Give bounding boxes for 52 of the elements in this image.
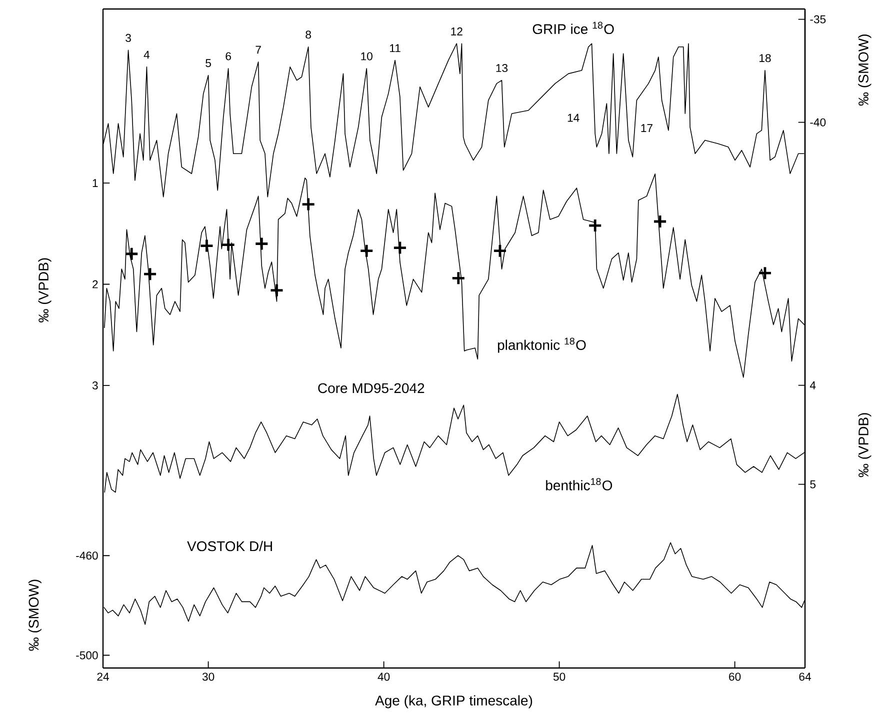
annotation: 10 bbox=[361, 52, 372, 60]
point bbox=[221, 238, 236, 252]
point bbox=[392, 240, 408, 255]
x-tick-label: 64 bbox=[799, 672, 811, 681]
y2-tick-label: 3 bbox=[92, 381, 98, 390]
point bbox=[301, 197, 316, 212]
y2-tick-label: 1 bbox=[92, 179, 98, 187]
y-tick-label: -40 bbox=[810, 118, 826, 126]
series-label: planktonic $^{18}$O bbox=[498, 338, 586, 353]
point bbox=[142, 266, 158, 282]
x-tick-label: 24 bbox=[97, 672, 109, 681]
annotation: 12 bbox=[451, 27, 462, 36]
point bbox=[588, 218, 602, 233]
y3-tick-label: 4 bbox=[810, 381, 816, 390]
annotation: 3 bbox=[126, 34, 131, 42]
y2-tick-label: 2 bbox=[92, 280, 98, 288]
annotation: 13 bbox=[496, 64, 508, 72]
text: benthic$^{18}$O bbox=[546, 478, 612, 490]
y3-axis-title: ‰ (VPDB) bbox=[858, 413, 872, 478]
x-tick-label: 60 bbox=[729, 672, 741, 681]
y3-tick-label: 5 bbox=[810, 480, 816, 488]
point bbox=[758, 266, 772, 280]
annotation: 5 bbox=[206, 59, 211, 68]
x-tick-label: 30 bbox=[202, 672, 214, 681]
annotation: 7 bbox=[256, 46, 261, 54]
point bbox=[270, 283, 284, 298]
annotation: Core MD95-2042 bbox=[318, 383, 424, 394]
y-tick-label: -460 bbox=[76, 552, 98, 560]
x-axis-title: Age (ka, GRIP timescale) bbox=[375, 695, 532, 708]
text: VOSTOK D/H bbox=[187, 540, 272, 552]
point bbox=[359, 244, 374, 258]
y-tick-label: -35 bbox=[810, 15, 826, 24]
annotation: 8 bbox=[306, 30, 311, 39]
point bbox=[492, 244, 508, 258]
annotation: 18 bbox=[760, 54, 771, 62]
y-axis-title: ‰ (SMOW) bbox=[858, 34, 872, 106]
point bbox=[254, 236, 269, 251]
annotation: 11 bbox=[390, 44, 400, 52]
y-axis-title: ‰ (SMOW) bbox=[28, 580, 42, 651]
annotation: 6 bbox=[226, 52, 231, 60]
annotation: 4 bbox=[144, 50, 150, 59]
annotation: 14 bbox=[568, 114, 580, 122]
point bbox=[451, 270, 466, 286]
y-tick-label: -500 bbox=[76, 651, 98, 660]
point bbox=[652, 214, 668, 229]
series-label: GRIP ice $^{18}$O bbox=[532, 22, 614, 34]
y2-axis-title: ‰ (VPDB) bbox=[38, 258, 52, 322]
point bbox=[124, 246, 139, 262]
annotation: 17 bbox=[641, 124, 652, 132]
x-tick-label: 40 bbox=[378, 672, 390, 681]
x-tick-label: 50 bbox=[553, 672, 566, 681]
point bbox=[200, 238, 214, 253]
